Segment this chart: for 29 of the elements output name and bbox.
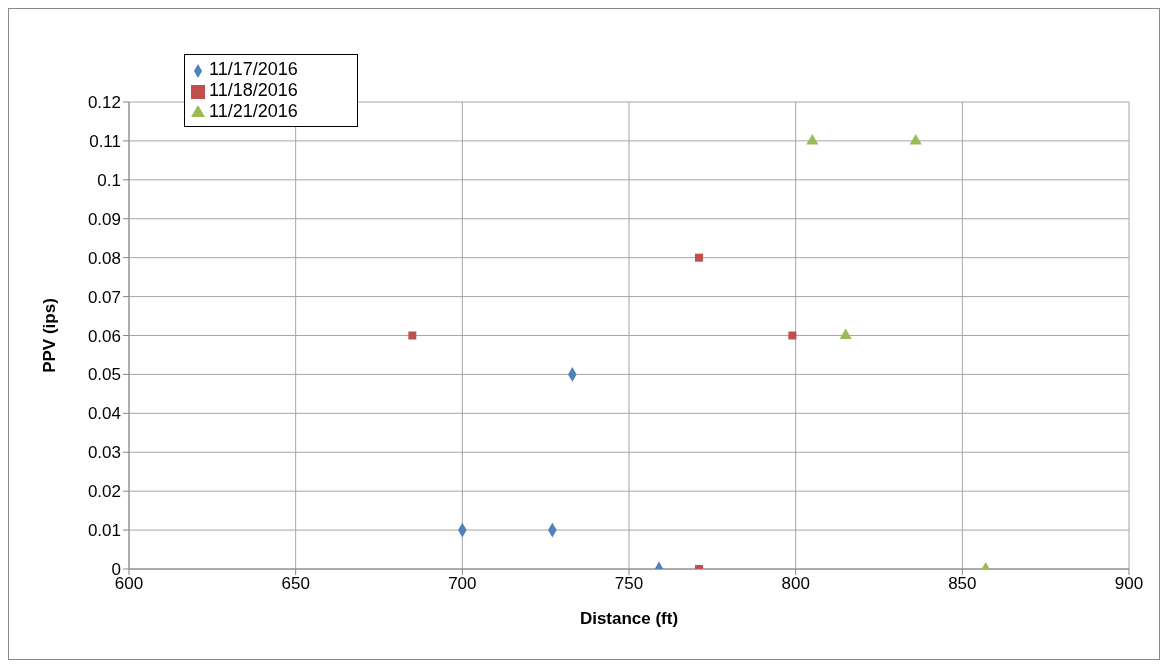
y-tick-label: 0.1 bbox=[97, 170, 121, 190]
y-tick-label: 0.06 bbox=[87, 326, 121, 346]
y-tick-label: 0.01 bbox=[87, 521, 121, 541]
legend-label: 11/18/2016 bbox=[209, 80, 298, 100]
point bbox=[909, 133, 922, 145]
legend-label: 11/17/2016 bbox=[209, 59, 298, 79]
y-tick-label: 0.07 bbox=[87, 287, 121, 307]
y-tick-label: 0.04 bbox=[87, 404, 121, 424]
x-tick-label: 900 bbox=[1114, 574, 1144, 594]
point bbox=[695, 253, 703, 262]
x-tick-label: 700 bbox=[448, 574, 477, 594]
point bbox=[408, 331, 417, 340]
x-tick-label: 650 bbox=[281, 574, 310, 594]
y-tick-label: 0.08 bbox=[87, 248, 121, 268]
x-axis-title: Distance (ft) bbox=[579, 609, 679, 628]
point bbox=[788, 331, 797, 340]
y-tick-label: 0.12 bbox=[87, 93, 121, 113]
y-axis-title: PPV (ips) bbox=[40, 298, 60, 373]
point bbox=[806, 133, 819, 145]
y-tick-label: 0.09 bbox=[87, 209, 121, 229]
legend-label: 11/21/2016 bbox=[209, 101, 298, 121]
y-tick-label: 0.11 bbox=[89, 131, 121, 151]
point bbox=[839, 328, 852, 340]
y-tick-label: 0.05 bbox=[87, 365, 121, 385]
x-tick-label: 850 bbox=[948, 574, 977, 594]
x-tick-label: 800 bbox=[781, 574, 810, 594]
y-tick-label: 0.03 bbox=[87, 443, 121, 463]
x-tick-label: 750 bbox=[614, 574, 644, 594]
y-tick-label: 0.02 bbox=[87, 482, 121, 502]
